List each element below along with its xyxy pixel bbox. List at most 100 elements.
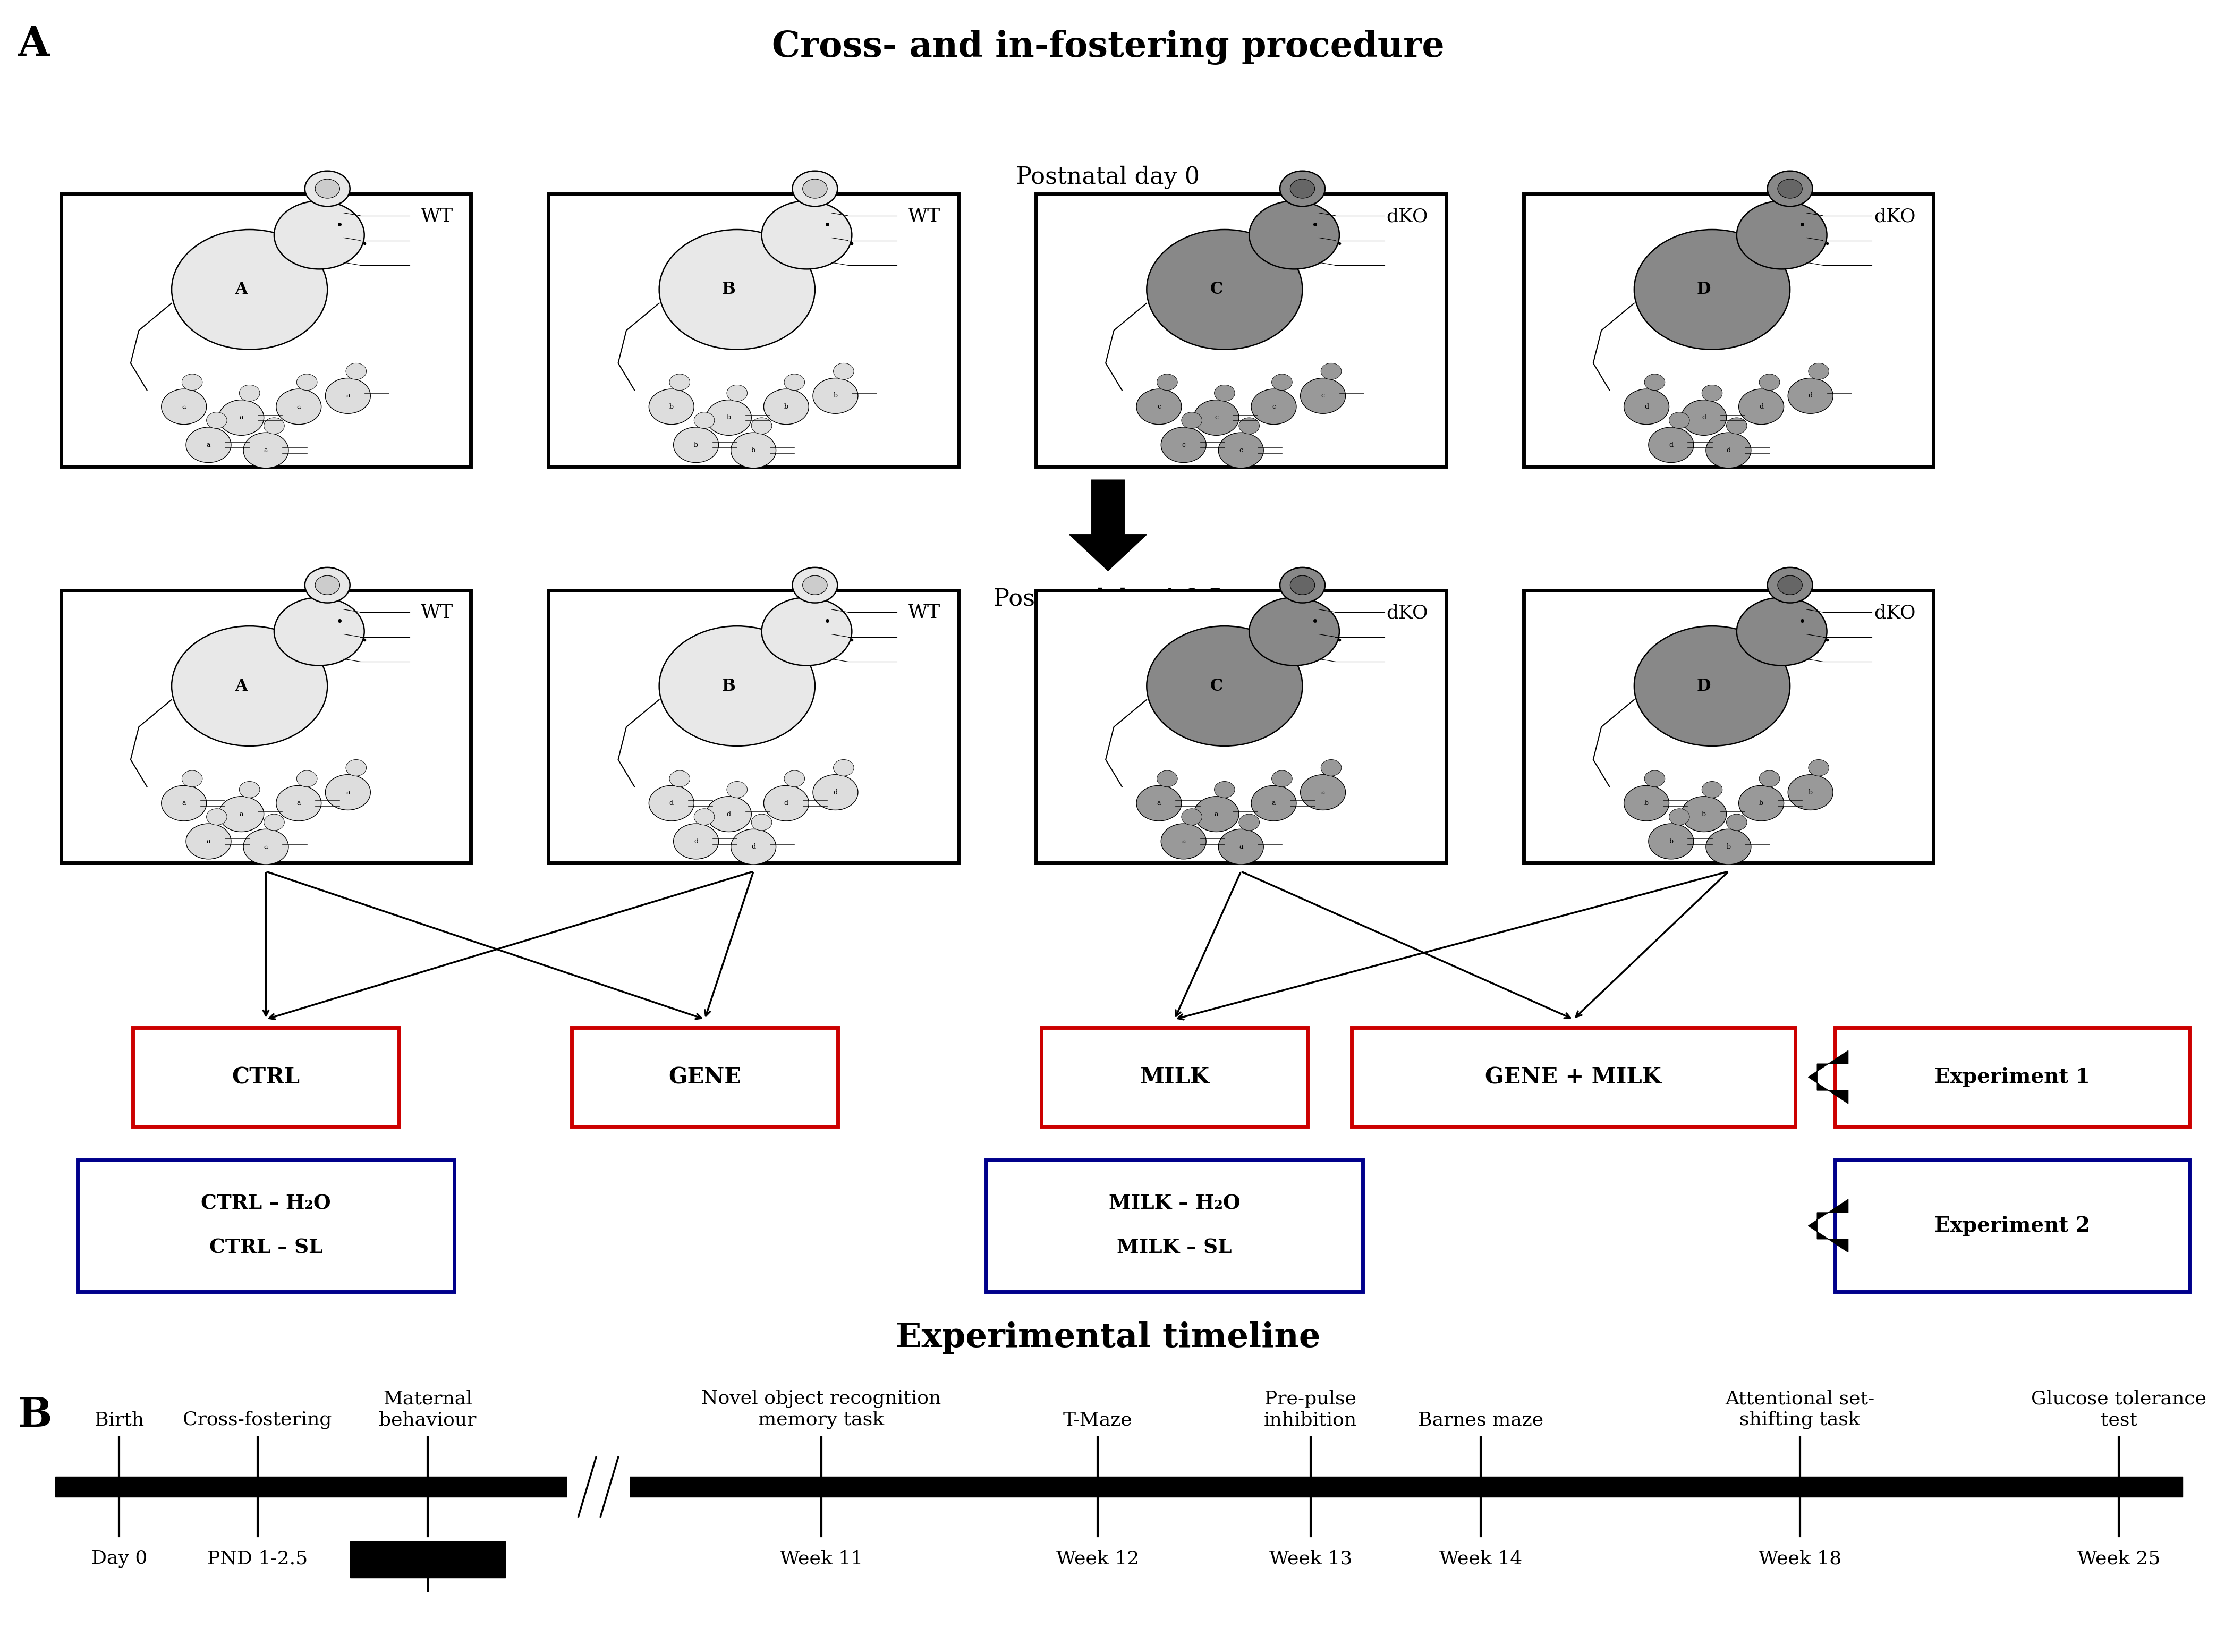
- Text: c: c: [1157, 403, 1161, 410]
- Text: CTRL: CTRL: [233, 1066, 299, 1089]
- Ellipse shape: [1157, 770, 1177, 786]
- Text: Week 13: Week 13: [1270, 1550, 1352, 1568]
- Text: a: a: [346, 393, 350, 400]
- Text: Glucose tolerance
test: Glucose tolerance test: [2032, 1389, 2207, 1429]
- Text: Cross- and in-fostering procedure: Cross- and in-fostering procedure: [771, 30, 1445, 64]
- Text: d: d: [1726, 448, 1731, 454]
- Text: c: c: [1181, 441, 1186, 448]
- Text: a: a: [182, 800, 186, 806]
- Ellipse shape: [264, 814, 284, 831]
- Ellipse shape: [1161, 824, 1206, 859]
- Text: T-Maze: T-Maze: [1064, 1411, 1132, 1429]
- Text: b: b: [784, 403, 789, 410]
- Text: a: a: [264, 448, 268, 454]
- Text: C: C: [1210, 677, 1223, 694]
- Text: a: a: [1272, 800, 1276, 806]
- Ellipse shape: [727, 385, 747, 401]
- Text: d: d: [694, 838, 698, 844]
- Ellipse shape: [277, 388, 321, 425]
- Ellipse shape: [1633, 626, 1791, 747]
- Text: a: a: [206, 441, 211, 448]
- Text: CTRL – H₂O: CTRL – H₂O: [202, 1194, 330, 1214]
- Ellipse shape: [658, 230, 815, 350]
- Ellipse shape: [219, 796, 264, 833]
- Bar: [60, 193, 470, 466]
- Text: Week 18: Week 18: [1757, 1550, 1841, 1568]
- Bar: [60, 590, 470, 862]
- Ellipse shape: [1737, 202, 1826, 269]
- Ellipse shape: [1252, 785, 1296, 821]
- Ellipse shape: [793, 170, 838, 207]
- Text: Novel object recognition
memory task: Novel object recognition memory task: [702, 1389, 942, 1429]
- Text: b: b: [1760, 800, 1764, 806]
- Ellipse shape: [1214, 385, 1234, 401]
- Ellipse shape: [765, 388, 809, 425]
- Text: PND 1-2.5: PND 1-2.5: [208, 1550, 308, 1568]
- Ellipse shape: [751, 814, 771, 831]
- Ellipse shape: [751, 418, 771, 434]
- Ellipse shape: [244, 829, 288, 864]
- Text: b: b: [1808, 790, 1813, 796]
- Ellipse shape: [802, 178, 827, 198]
- Text: B: B: [18, 1396, 51, 1436]
- Text: dKO: dKO: [1387, 207, 1429, 225]
- Ellipse shape: [1649, 824, 1693, 859]
- Bar: [1042, 1028, 1307, 1127]
- Text: WT: WT: [909, 207, 940, 225]
- Ellipse shape: [1272, 770, 1292, 786]
- Ellipse shape: [206, 808, 226, 824]
- Text: Experimental timeline: Experimental timeline: [895, 1322, 1321, 1355]
- Ellipse shape: [1788, 378, 1833, 413]
- Bar: [572, 1028, 838, 1127]
- Ellipse shape: [1137, 785, 1181, 821]
- Ellipse shape: [1281, 170, 1325, 207]
- Ellipse shape: [1624, 388, 1669, 425]
- Ellipse shape: [1737, 598, 1826, 666]
- Text: Week 12: Week 12: [1057, 1550, 1139, 1568]
- Ellipse shape: [1161, 428, 1206, 463]
- Text: MILK – SL: MILK – SL: [1117, 1237, 1232, 1257]
- Text: Week 14: Week 14: [1438, 1550, 1522, 1568]
- Text: D: D: [1697, 281, 1711, 297]
- Ellipse shape: [1321, 363, 1341, 380]
- Text: d: d: [1808, 393, 1813, 400]
- Text: Postnatal day 1-2.5: Postnatal day 1-2.5: [993, 588, 1223, 611]
- Bar: [567, 1464, 629, 1510]
- Ellipse shape: [297, 373, 317, 390]
- Text: PND 2-10: PND 2-10: [381, 1550, 474, 1568]
- Text: MILK – H₂O: MILK – H₂O: [1108, 1194, 1241, 1214]
- Ellipse shape: [731, 829, 776, 864]
- Ellipse shape: [1214, 781, 1234, 798]
- Text: b: b: [1669, 838, 1673, 844]
- Text: a: a: [239, 415, 244, 421]
- Text: dKO: dKO: [1875, 207, 1915, 225]
- Text: b: b: [751, 448, 756, 454]
- Ellipse shape: [315, 575, 339, 595]
- Ellipse shape: [1272, 373, 1292, 390]
- Text: MILK: MILK: [1139, 1066, 1210, 1089]
- Text: a: a: [346, 790, 350, 796]
- Ellipse shape: [1290, 575, 1314, 595]
- Text: d: d: [1644, 403, 1649, 410]
- Text: b: b: [1726, 844, 1731, 851]
- Text: b: b: [1702, 811, 1706, 818]
- Ellipse shape: [833, 363, 853, 380]
- Ellipse shape: [727, 781, 747, 798]
- Ellipse shape: [1181, 411, 1201, 428]
- Ellipse shape: [219, 400, 264, 436]
- Ellipse shape: [649, 388, 694, 425]
- Bar: [350, 1541, 505, 1578]
- Ellipse shape: [762, 202, 851, 269]
- Text: CTRL – SL: CTRL – SL: [208, 1237, 324, 1257]
- Ellipse shape: [1644, 373, 1664, 390]
- Text: A: A: [235, 677, 248, 694]
- Text: b: b: [833, 393, 838, 400]
- Ellipse shape: [1194, 796, 1239, 833]
- Ellipse shape: [1740, 388, 1784, 425]
- Ellipse shape: [1181, 808, 1201, 824]
- Text: a: a: [206, 838, 211, 844]
- Ellipse shape: [315, 178, 339, 198]
- Text: WT: WT: [421, 207, 452, 225]
- Ellipse shape: [1768, 567, 1813, 603]
- Bar: [1835, 1160, 2189, 1292]
